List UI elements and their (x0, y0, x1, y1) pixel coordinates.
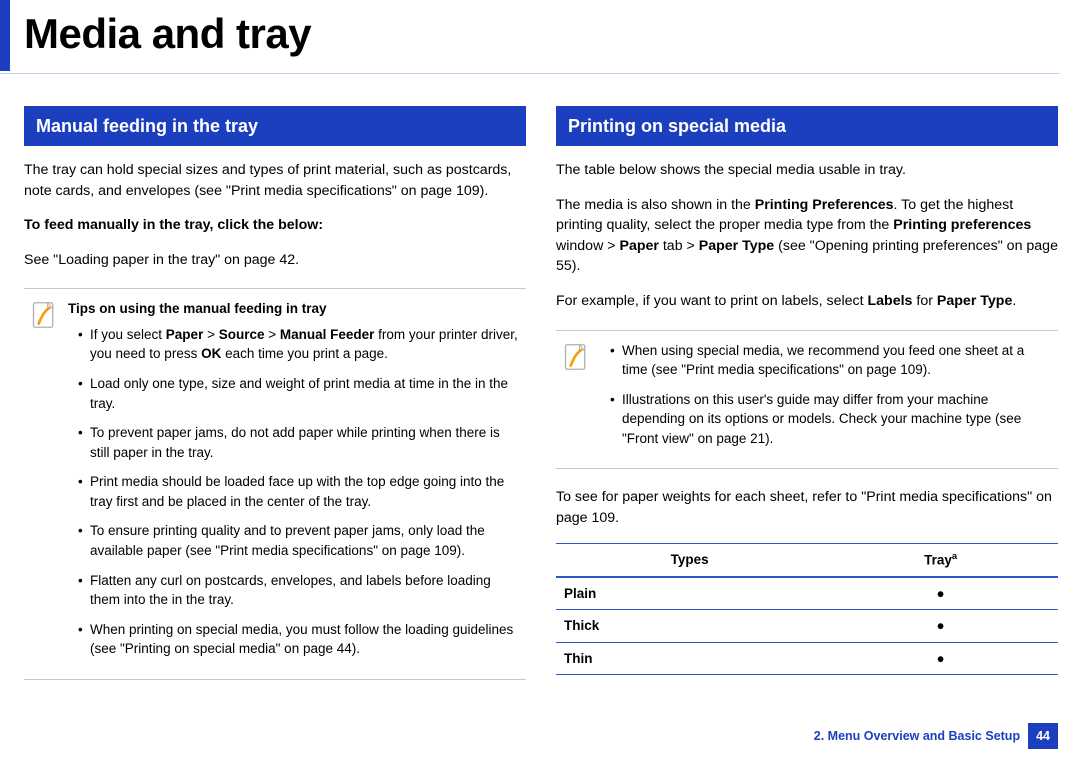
list-item: When printing on special media, you must… (78, 620, 520, 659)
para-see-loading: See "Loading paper in the tray" on page … (24, 250, 526, 271)
list-item: Illustrations on this user's guide may d… (610, 390, 1052, 449)
media-table-body: Plain●Thick●Thin● (556, 577, 1058, 675)
table-header-cell: Traya (823, 543, 1058, 577)
table-cell: Thick (556, 610, 823, 643)
list-item: Flatten any curl on postcards, envelopes… (78, 571, 520, 610)
list-item: To prevent paper jams, do not add paper … (78, 423, 520, 462)
special-note-list: When using special media, we recommend y… (600, 341, 1052, 449)
table-cell: ● (823, 577, 1058, 610)
para-sub-bold: To feed manually in the tray, click the … (24, 215, 526, 236)
para-r4: To see for paper weights for each sheet,… (556, 487, 1058, 528)
para-r1: The table below shows the special media … (556, 160, 1058, 181)
table-header-cell: Types (556, 543, 823, 577)
note-icon (30, 299, 58, 331)
section-header-special-media: Printing on special media (556, 106, 1058, 146)
tips-list: If you select Paper > Source > Manual Fe… (68, 325, 520, 659)
list-item: To ensure printing quality and to preven… (78, 521, 520, 560)
note-icon (562, 341, 590, 373)
table-cell: ● (823, 610, 1058, 643)
note-content-tips: Tips on using the manual feeding in tray… (68, 299, 520, 668)
section-header-manual-feeding: Manual feeding in the tray (24, 106, 526, 146)
content-columns: Manual feeding in the tray The tray can … (0, 74, 1080, 694)
page-title: Media and tray (10, 0, 311, 71)
note-title-tips: Tips on using the manual feeding in tray (68, 299, 520, 319)
table-row: Plain● (556, 577, 1058, 610)
para-intro-left: The tray can hold special sizes and type… (24, 160, 526, 201)
table-cell: ● (823, 642, 1058, 675)
footer: 2. Menu Overview and Basic Setup 44 (814, 723, 1058, 749)
list-item: Load only one type, size and weight of p… (78, 374, 520, 413)
table-row: Thin● (556, 642, 1058, 675)
left-column: Manual feeding in the tray The tray can … (24, 106, 526, 694)
table-cell: Plain (556, 577, 823, 610)
title-accent-bar (0, 0, 10, 71)
footer-page-number: 44 (1028, 723, 1058, 749)
note-box-tips: Tips on using the manual feeding in tray… (24, 288, 526, 679)
list-item: If you select Paper > Source > Manual Fe… (78, 325, 520, 364)
media-table-header-row: TypesTraya (556, 543, 1058, 577)
note-box-special: When using special media, we recommend y… (556, 330, 1058, 470)
table-row: Thick● (556, 610, 1058, 643)
right-column: Printing on special media The table belo… (556, 106, 1058, 694)
para-r2: The media is also shown in the Printing … (556, 195, 1058, 277)
page-title-wrap: Media and tray (0, 0, 1080, 71)
media-table: TypesTraya Plain●Thick●Thin● (556, 543, 1058, 676)
title-underline (0, 73, 1060, 74)
list-item: Print media should be loaded face up wit… (78, 472, 520, 511)
para-r3: For example, if you want to print on lab… (556, 291, 1058, 312)
table-cell: Thin (556, 642, 823, 675)
footer-chapter: 2. Menu Overview and Basic Setup (814, 727, 1020, 745)
note-content-special: When using special media, we recommend y… (600, 341, 1052, 459)
list-item: When using special media, we recommend y… (610, 341, 1052, 380)
